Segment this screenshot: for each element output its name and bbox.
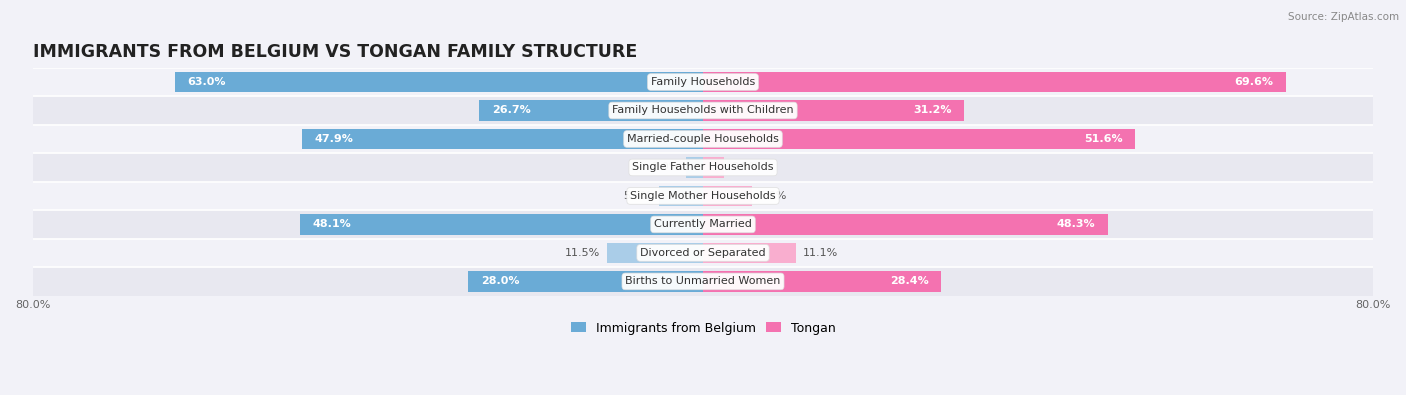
Bar: [703, 186, 752, 206]
Text: 28.0%: 28.0%: [481, 276, 519, 286]
Text: IMMIGRANTS FROM BELGIUM VS TONGAN FAMILY STRUCTURE: IMMIGRANTS FROM BELGIUM VS TONGAN FAMILY…: [32, 43, 637, 61]
Bar: [703, 214, 1108, 235]
Bar: [176, 72, 703, 92]
Text: 48.3%: 48.3%: [1056, 220, 1095, 229]
Bar: [302, 129, 703, 149]
Bar: [32, 153, 1374, 182]
Text: 2.5%: 2.5%: [731, 162, 759, 173]
Text: 47.9%: 47.9%: [314, 134, 353, 144]
Bar: [468, 271, 703, 292]
Text: 2.0%: 2.0%: [651, 162, 679, 173]
Bar: [32, 68, 1374, 96]
Text: 63.0%: 63.0%: [187, 77, 226, 87]
Bar: [32, 210, 1374, 239]
Bar: [686, 157, 703, 178]
Bar: [479, 100, 703, 121]
Bar: [703, 157, 724, 178]
Text: 26.7%: 26.7%: [492, 105, 530, 115]
Bar: [703, 100, 965, 121]
Bar: [32, 96, 1374, 125]
Text: Family Households with Children: Family Households with Children: [612, 105, 794, 115]
Text: Married-couple Households: Married-couple Households: [627, 134, 779, 144]
Text: 28.4%: 28.4%: [890, 276, 928, 286]
Text: Births to Unmarried Women: Births to Unmarried Women: [626, 276, 780, 286]
Bar: [32, 239, 1374, 267]
Text: Currently Married: Currently Married: [654, 220, 752, 229]
Bar: [32, 125, 1374, 153]
Bar: [703, 72, 1286, 92]
Bar: [32, 267, 1374, 295]
Text: 11.5%: 11.5%: [565, 248, 600, 258]
Text: 51.6%: 51.6%: [1084, 134, 1123, 144]
Text: Source: ZipAtlas.com: Source: ZipAtlas.com: [1288, 12, 1399, 22]
Bar: [299, 214, 703, 235]
Text: 48.1%: 48.1%: [312, 220, 352, 229]
Bar: [703, 129, 1136, 149]
Bar: [703, 243, 796, 263]
Text: 5.3%: 5.3%: [624, 191, 652, 201]
Bar: [703, 271, 941, 292]
Text: 31.2%: 31.2%: [914, 105, 952, 115]
Legend: Immigrants from Belgium, Tongan: Immigrants from Belgium, Tongan: [565, 316, 841, 340]
Text: Single Father Households: Single Father Households: [633, 162, 773, 173]
Text: Single Mother Households: Single Mother Households: [630, 191, 776, 201]
Bar: [606, 243, 703, 263]
Text: Divorced or Separated: Divorced or Separated: [640, 248, 766, 258]
Text: 11.1%: 11.1%: [803, 248, 838, 258]
Text: 5.8%: 5.8%: [758, 191, 787, 201]
Bar: [658, 186, 703, 206]
Text: Family Households: Family Households: [651, 77, 755, 87]
Text: 69.6%: 69.6%: [1234, 77, 1274, 87]
Bar: [32, 182, 1374, 210]
